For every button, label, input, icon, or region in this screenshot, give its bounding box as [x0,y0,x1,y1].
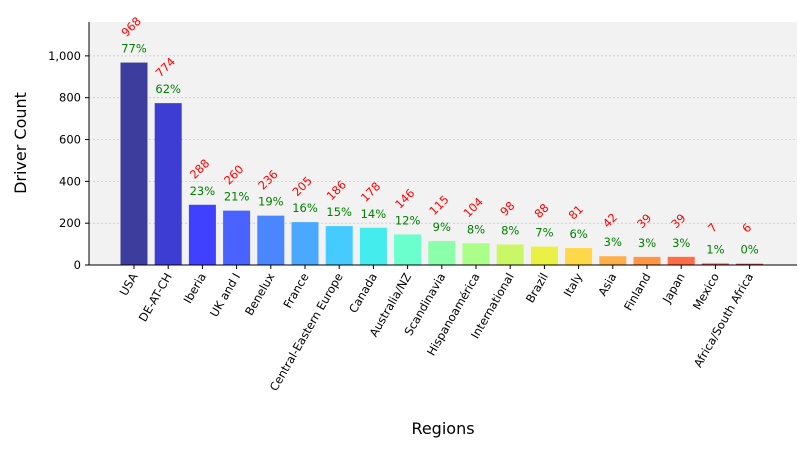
x-axis-title: Regions [411,419,474,438]
bar-international [496,244,524,265]
bar-usa [120,62,148,266]
x-tick-label: Canada [346,271,380,316]
bar-de-at-ch [154,103,182,266]
percent-label: 3% [604,235,622,249]
bar-france [291,222,319,265]
percent-label: 0% [740,243,758,257]
bar-africa-south-africa [736,263,764,265]
x-tick-label: Brazil [523,271,551,306]
bar-brazil [530,246,558,265]
y-tick-label: 200 [59,216,81,230]
y-tick-label: 800 [59,91,81,105]
x-tick-label: Benelux [242,270,278,318]
percent-label: 16% [292,201,318,215]
x-tick-label: Japan [659,271,688,307]
bar-hispanoam-rica [462,243,490,265]
y-axis-title: Driver Count [11,92,30,194]
x-tick-label: Finland [621,271,654,314]
x-tick-label: USA [117,270,141,298]
bar-benelux [257,215,285,265]
bars [120,62,764,266]
percent-label: 12% [395,213,421,227]
y-axis: 0 200 400 600 800 1,000 [48,22,90,272]
x-tick-label: Italy [561,270,586,299]
percent-label: 77% [121,42,147,56]
x-tick-label: Asia [595,271,619,299]
percent-label: 7% [535,226,553,240]
bar-central-eastern-europe [325,226,353,265]
percent-label: 1% [706,243,724,257]
x-tick-label: Iberia [180,271,208,306]
y-tick-label: 0 [74,258,81,272]
percent-label: 3% [672,236,690,250]
bar-scandinavia [428,240,456,265]
percent-label: 8% [467,222,485,236]
percent-label: 9% [433,220,451,234]
bar-mexico [701,263,729,265]
data-labels: 77%96862%77423%28821%26019%23616%20515%1… [118,14,758,257]
y-tick-label: 400 [59,174,81,188]
x-tick-label: France [280,271,311,311]
bar-iberia [188,204,216,265]
bar-asia [599,256,627,265]
bar-uk-and-i [223,210,251,265]
bar-japan [667,256,695,265]
percent-label: 14% [361,207,387,221]
percent-label: 21% [224,190,250,204]
y-tick-label: 600 [59,133,81,147]
bar-italy [565,248,593,265]
x-tick-label: Central-Eastern Europe [267,271,346,394]
bar-australia-nz [394,234,422,265]
y-tick-label: 1,000 [48,49,81,63]
x-tick-label: Mexico [690,271,722,313]
percent-label: 3% [638,236,656,250]
percent-label: 19% [258,195,284,209]
bar-finland [633,256,661,265]
percent-label: 6% [569,227,587,241]
x-tick-label: UK and I [207,271,243,320]
percent-label: 62% [155,82,181,96]
x-tick-label: DE-AT-CH [136,271,175,325]
percent-label: 15% [326,205,352,219]
bar-canada [359,227,387,265]
percent-label: 23% [190,184,216,198]
percent-label: 8% [501,224,519,238]
